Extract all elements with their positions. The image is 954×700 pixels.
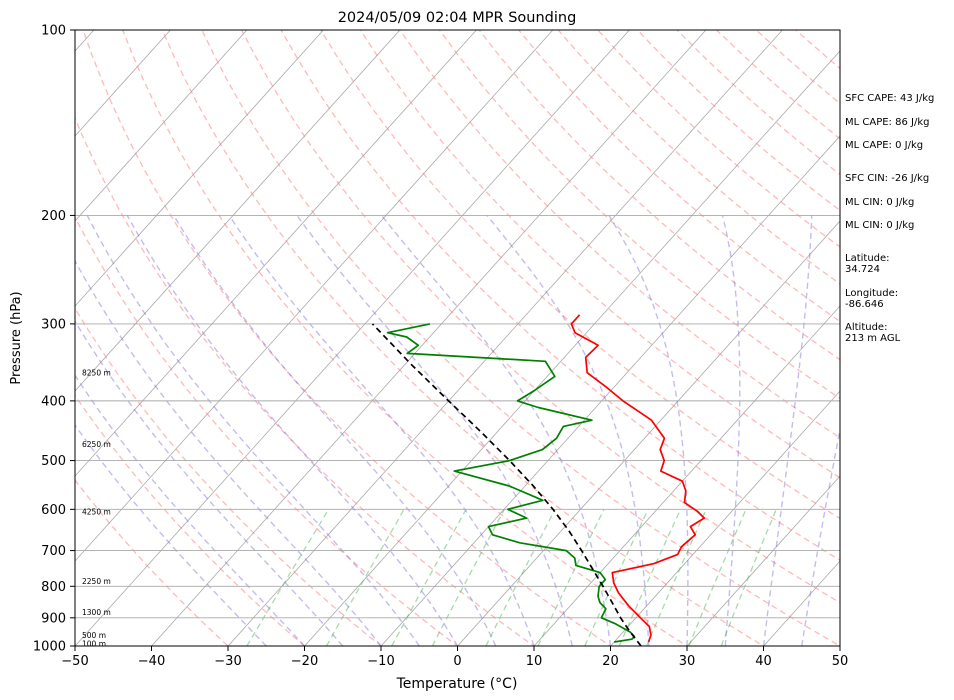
- y-tick-label: 100: [41, 24, 66, 39]
- plot-background: [75, 30, 840, 646]
- height-label: 1300 m: [82, 608, 111, 617]
- temperature-line: [570, 314, 706, 643]
- height-label: 2250 m: [82, 577, 111, 586]
- dry-adiabat: [122, 30, 689, 646]
- x-axis: −50 −40 −30 −20 −10 0 10 20 30 40 50: [61, 646, 848, 669]
- y-tick-label: 400: [41, 394, 66, 409]
- y-tick-label: 1000: [33, 640, 66, 655]
- height-label: 4250 m: [82, 508, 111, 517]
- parameter-text: ML CAPE: 86 J/kg: [845, 117, 930, 128]
- mixing-ratio-line: [325, 508, 405, 646]
- x-tick-label: −10: [367, 654, 394, 669]
- dry-adiabat: [240, 30, 840, 604]
- y-axis: 1000 900 800 700 600 500 400 300 200 100: [33, 24, 75, 655]
- isotherm-line: [457, 220, 840, 646]
- mixing-ratio-line: [485, 509, 556, 646]
- parcel-line: [371, 323, 642, 646]
- dry-adiabat: [320, 30, 840, 520]
- y-tick-label: 300: [41, 317, 66, 332]
- isotherm-line: [75, 30, 630, 646]
- x-axis-label: Temperature (°C): [396, 676, 518, 692]
- isobars: [75, 30, 840, 646]
- height-label: 100 m: [82, 639, 106, 648]
- dry-adiabats: [75, 30, 840, 646]
- y-tick-label: 800: [41, 580, 66, 595]
- dry-adiabat: [82, 30, 612, 646]
- dry-adiabat: [359, 30, 840, 479]
- moist-adiabat: [75, 374, 306, 646]
- dry-adiabat: [75, 215, 459, 646]
- parameter-text: ML CIN: 0 J/kg: [845, 197, 915, 208]
- mixing-ratio-line: [246, 508, 330, 646]
- x-tick-label: 30: [679, 654, 696, 669]
- x-tick-label: −40: [138, 654, 165, 669]
- x-tick-label: −30: [214, 654, 241, 669]
- isotherm-line: [610, 390, 840, 646]
- moist-adiabat: [486, 214, 650, 646]
- parameter-text: SFC CAPE: 43 J/kg: [845, 93, 935, 104]
- dry-adiabat: [75, 479, 229, 646]
- mixing-ratio-line: [391, 508, 467, 646]
- isotherm-line: [380, 135, 840, 646]
- moist-adiabat: [75, 423, 267, 646]
- x-tick-label: 40: [755, 654, 772, 669]
- isotherms: [75, 30, 840, 646]
- isotherm-line: [75, 30, 401, 392]
- parameter-text: ML CIN: 0 J/kg: [845, 220, 915, 231]
- x-tick-label: 50: [832, 654, 849, 669]
- isotherm-line: [75, 30, 171, 137]
- mixing-ratio-line: [537, 509, 605, 646]
- plot-area: [75, 30, 840, 646]
- isotherm-line: [75, 30, 248, 222]
- isotherm-line: [533, 305, 840, 646]
- parameter-text: ML CAPE: 0 J/kg: [845, 140, 924, 151]
- height-label: 500 m: [82, 631, 106, 640]
- mixing-ratio-line: [431, 508, 505, 646]
- y-tick-label: 200: [41, 209, 66, 224]
- x-tick-label: −50: [61, 654, 88, 669]
- parameter-text: Latitude: 34.724: [845, 253, 890, 275]
- height-label: 6250 m: [82, 440, 111, 449]
- isotherm-line: [304, 50, 840, 646]
- dry-adiabat: [75, 116, 536, 646]
- dry-adiabat: [518, 30, 840, 323]
- parameter-text: SFC CIN: -26 J/kg: [845, 173, 930, 184]
- isotherm-line: [227, 30, 783, 646]
- isotherm-line: [686, 475, 840, 646]
- x-tick-label: −20: [291, 654, 318, 669]
- isotherm-line: [75, 30, 324, 307]
- dry-adiabat: [75, 307, 383, 646]
- y-axis-label: Pressure (hPa): [9, 291, 24, 384]
- x-tick-label: 20: [602, 654, 619, 669]
- y-tick-label: 900: [41, 611, 66, 626]
- profiles: [371, 314, 706, 646]
- y-tick-label: 700: [41, 544, 66, 559]
- y-tick-label: 500: [41, 454, 66, 469]
- isotherm-line: [75, 30, 477, 477]
- moist-adiabat: [721, 215, 741, 646]
- parameter-text: Longitude: -86.646: [845, 288, 899, 310]
- height-label: 8250 m: [82, 369, 111, 378]
- isotherm-line: [75, 30, 554, 562]
- moist-adiabat: [86, 215, 420, 646]
- moist-adiabat: [608, 215, 689, 646]
- dewpoint-line: [386, 323, 636, 643]
- isotherm-line: [151, 30, 707, 646]
- parameter-text: Altitude: 213 m AGL: [845, 322, 901, 344]
- chart-title: 2024/05/09 02:04 MPR Sounding: [338, 10, 577, 26]
- dry-adiabat: [201, 30, 840, 646]
- x-tick-label: 0: [453, 654, 461, 669]
- dry-adiabat: [478, 30, 840, 361]
- dry-adiabat: [161, 30, 765, 646]
- dry-adiabat: [75, 394, 306, 646]
- dry-adiabat: [280, 30, 840, 561]
- x-tick-label: 10: [526, 654, 543, 669]
- y-tick-label: 600: [41, 503, 66, 518]
